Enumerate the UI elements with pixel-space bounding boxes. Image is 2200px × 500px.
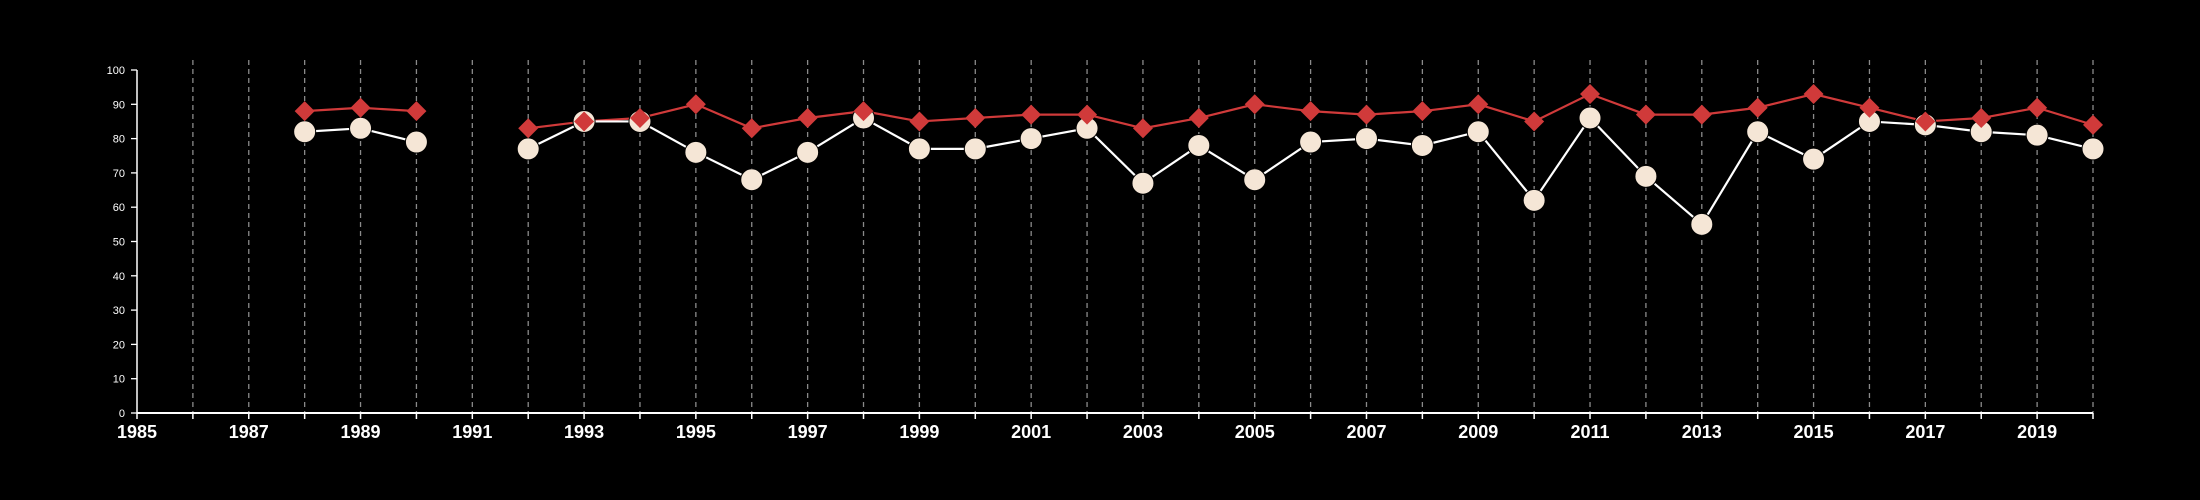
series-1-point: [1468, 94, 1489, 115]
series-1-point: [1244, 94, 1265, 115]
series-1-point: [2027, 97, 2048, 118]
series-1-point: [965, 108, 986, 129]
x-tick-label: 2007: [1346, 422, 1386, 442]
series-1-point: [629, 108, 650, 129]
x-tick-label: 1987: [229, 422, 269, 442]
x-tick-label: 2001: [1011, 422, 1051, 442]
series-1-point: [1859, 97, 1880, 118]
y-tick-label: 40: [113, 271, 125, 283]
series-1-point: [797, 108, 818, 129]
x-tick-label: 2011: [1570, 422, 1609, 442]
series-2-point: [293, 120, 317, 144]
series-1-point: [1635, 104, 1656, 125]
y-tick-label: 90: [113, 99, 125, 111]
series-2-point: [684, 140, 708, 164]
series-1-point: [1803, 84, 1824, 105]
series-2-point: [404, 130, 428, 154]
series-2-point: [516, 137, 540, 161]
series-2-point: [1354, 127, 1378, 151]
series-1-point: [1747, 97, 1768, 118]
series-2-point: [1802, 147, 1826, 171]
series-2-point: [1410, 133, 1434, 157]
series-1-point: [1915, 111, 1936, 132]
x-tick-label: 1993: [564, 422, 604, 442]
x-tick-label: 1985: [117, 422, 157, 442]
series-1-point: [1077, 104, 1098, 125]
series-2-point: [1019, 127, 1043, 151]
series-1-point: [1691, 104, 1712, 125]
vertical-gridlines: [192, 60, 2094, 413]
series-2-point: [740, 168, 764, 192]
series-1-point: [1356, 104, 1377, 125]
series-1-point: [1524, 111, 1545, 132]
series-layer: [293, 84, 2105, 236]
series-2-point: [1746, 120, 1770, 144]
series-2-point: [907, 137, 931, 161]
x-tick-label: 2019: [2017, 422, 2057, 442]
series-1-point: [294, 101, 315, 122]
y-tick-label: 80: [113, 134, 125, 146]
x-tick-label: 2017: [1905, 422, 1945, 442]
series-2-point: [2025, 123, 2049, 147]
series-1-point: [741, 118, 762, 139]
series-1-point: [853, 101, 874, 122]
series-2-point: [1634, 164, 1658, 188]
series-2-point: [1466, 120, 1490, 144]
series-2-point: [1131, 171, 1155, 195]
axes: 0 10 20 30 40 50 60 70 80 90 100 1985 1987 1989 1991 19…: [107, 65, 2094, 442]
series-2-point: [1243, 168, 1267, 192]
series-1-point: [1188, 108, 1209, 129]
series-1-point: [1021, 104, 1042, 125]
series-1-point: [1300, 101, 1321, 122]
series-2-point: [1522, 188, 1546, 212]
series-2-point: [796, 140, 820, 164]
series-1-point: [1412, 101, 1433, 122]
series-2-point: [1187, 133, 1211, 157]
series-2-point: [1578, 106, 1602, 130]
x-tick-label: 2003: [1123, 422, 1163, 442]
x-tick-label: 2009: [1458, 422, 1498, 442]
x-tick-label: 1997: [788, 422, 828, 442]
x-tick-label: 2013: [1682, 422, 1722, 442]
x-tick-label: 1989: [341, 422, 381, 442]
y-tick-label: 20: [113, 339, 125, 351]
y-tick-label: 30: [113, 305, 125, 317]
series-1-point: [518, 118, 539, 139]
series-2-point: [1299, 130, 1323, 154]
y-tick-label: 0: [119, 408, 125, 420]
x-tick-label: 1995: [676, 422, 716, 442]
series-1-point: [1132, 118, 1153, 139]
series-1-point: [1580, 84, 1601, 105]
series-1-point: [1971, 108, 1992, 129]
x-tick-label: 2015: [1794, 422, 1834, 442]
series-2-point: [349, 116, 373, 140]
series-1-point: [406, 101, 427, 122]
series-1-point: [2083, 114, 2103, 135]
y-tick-label: 10: [113, 374, 125, 386]
y-tick-label: 70: [113, 168, 125, 180]
y-tick-label: 50: [113, 237, 125, 249]
x-tick-label: 2005: [1235, 422, 1275, 442]
x-tick-label: 1999: [899, 422, 939, 442]
series-1-point: [350, 97, 371, 118]
series-2-point: [963, 137, 987, 161]
x-tick-label: 1991: [452, 422, 492, 442]
y-tick-label: 60: [113, 202, 125, 214]
series-1-point: [909, 111, 930, 132]
series-1-point: [574, 111, 595, 132]
series-2-point: [1690, 212, 1714, 236]
series-1-point: [685, 94, 706, 115]
y-tick-label: 100: [107, 65, 125, 77]
series-2-point: [2081, 137, 2105, 161]
